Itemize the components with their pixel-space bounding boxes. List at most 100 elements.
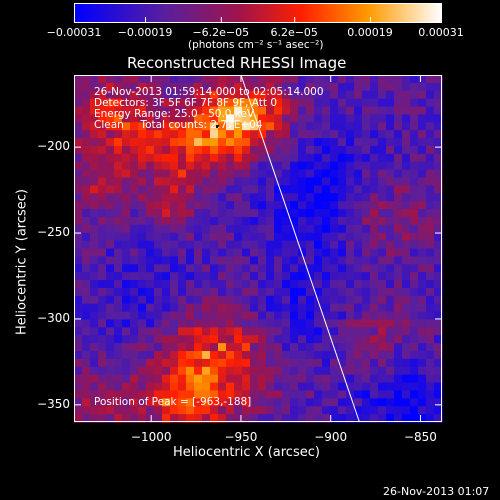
heatmap-cell: [274, 248, 283, 257]
heatmap-cell: [74, 106, 83, 116]
heatmap-cell: [370, 351, 379, 360]
heatmap-cell: [146, 295, 155, 305]
heatmap-cell: [178, 138, 187, 147]
heatmap-cell: [434, 169, 443, 179]
heatmap-cell: [354, 358, 363, 368]
heatmap-cell: [210, 343, 219, 352]
heatmap-cell: [242, 390, 251, 399]
heatmap-cell: [194, 240, 203, 250]
heatmap-cell: [274, 240, 283, 250]
heatmap-cell: [290, 122, 299, 131]
heatmap-cell: [122, 201, 131, 210]
heatmap-cell: [194, 374, 203, 384]
heatmap-cell: [274, 138, 283, 147]
heatmap-cell: [282, 145, 291, 155]
heatmap-cell: [434, 351, 443, 360]
heatmap-cell: [74, 358, 83, 368]
heatmap-cell: [154, 374, 163, 384]
heatmap-cell: [306, 264, 315, 273]
heatmap-cell: [394, 153, 403, 163]
heatmap-cell: [226, 185, 235, 194]
heatmap-cell: [378, 390, 387, 399]
heatmap-cell: [258, 193, 267, 202]
heatmap-cell: [202, 153, 211, 163]
chart-title: Reconstructed RHESSI Image: [127, 54, 347, 72]
heatmap-cell: [306, 193, 315, 202]
heatmap-cell: [306, 177, 315, 187]
heatmap-cell: [378, 303, 387, 313]
heatmap-cell: [210, 161, 219, 171]
heatmap-cell: [418, 366, 427, 376]
heatmap-cell: [74, 138, 83, 147]
heatmap-cell: [330, 319, 339, 328]
heatmap-cell: [338, 224, 347, 234]
heatmap-cell: [74, 374, 83, 384]
heatmap-cell: [226, 114, 235, 123]
heatmap-cell: [306, 390, 315, 399]
heatmap-cell: [170, 414, 179, 423]
heatmap-cell: [290, 209, 299, 218]
heatmap-cell: [314, 153, 323, 163]
heatmap-cell: [306, 303, 315, 313]
heatmap-cell: [258, 138, 267, 147]
peak-marker: [216, 125, 220, 129]
heatmap-cell: [234, 390, 243, 399]
heatmap-cell: [290, 216, 299, 226]
heatmap-cell: [114, 98, 123, 108]
heatmap-cell: [146, 216, 155, 226]
heatmap-cell: [418, 374, 427, 384]
heatmap-cell: [242, 138, 251, 147]
heatmap-cell: [434, 256, 443, 265]
heatmap-cell: [162, 153, 171, 163]
heatmap-cell: [194, 264, 203, 273]
heatmap-cell: [146, 169, 155, 179]
heatmap-cell: [282, 390, 291, 399]
heatmap-cell: [218, 145, 227, 155]
heatmap-cell: [418, 82, 427, 92]
heatmap-cell: [282, 216, 291, 226]
heatmap-cell: [290, 311, 299, 321]
heatmap-cell: [314, 90, 323, 100]
heatmap-cell: [434, 248, 443, 257]
heatmap-cell: [210, 90, 219, 100]
heatmap-cell: [354, 130, 363, 139]
heatmap-cell: [138, 75, 147, 84]
heatmap-cell: [98, 138, 107, 147]
heatmap-cell: [434, 75, 443, 84]
heatmap-cell: [98, 169, 107, 179]
heatmap-cell: [90, 382, 99, 392]
heatmap-cell: [402, 374, 411, 384]
heatmap-cell: [330, 201, 339, 210]
heatmap-cell: [154, 177, 163, 187]
heatmap-cell: [82, 90, 91, 100]
heatmap-cell: [314, 82, 323, 92]
heatmap-cell: [162, 248, 171, 257]
heatmap-cell: [194, 287, 203, 297]
heatmap-cell: [322, 256, 331, 265]
heatmap-cell: [306, 201, 315, 210]
heatmap-cell: [210, 414, 219, 423]
heatmap-cell: [426, 185, 435, 194]
heatmap-cell: [274, 161, 283, 171]
heatmap-cell: [162, 90, 171, 100]
heatmap-cell: [178, 287, 187, 297]
heatmap-cell: [130, 390, 139, 399]
heatmap-cell: [322, 390, 331, 399]
heatmap-cell: [130, 145, 139, 155]
heatmap-cell: [418, 311, 427, 321]
heatmap-cell: [98, 82, 107, 92]
heatmap-cell: [282, 319, 291, 328]
heatmap-cell: [394, 256, 403, 265]
heatmap-cell: [362, 327, 371, 336]
heatmap-cell: [234, 366, 243, 376]
heatmap-cell: [242, 193, 251, 202]
heatmap-cell: [362, 280, 371, 289]
heatmap-cell: [250, 272, 259, 281]
heatmap-cell: [242, 303, 251, 313]
heatmap-cell: [234, 90, 243, 100]
heatmap-cell: [122, 327, 131, 336]
heatmap-cell: [394, 351, 403, 360]
heatmap-cell: [178, 98, 187, 108]
heatmap-cell: [106, 272, 115, 281]
heatmap-cell: [146, 185, 155, 194]
